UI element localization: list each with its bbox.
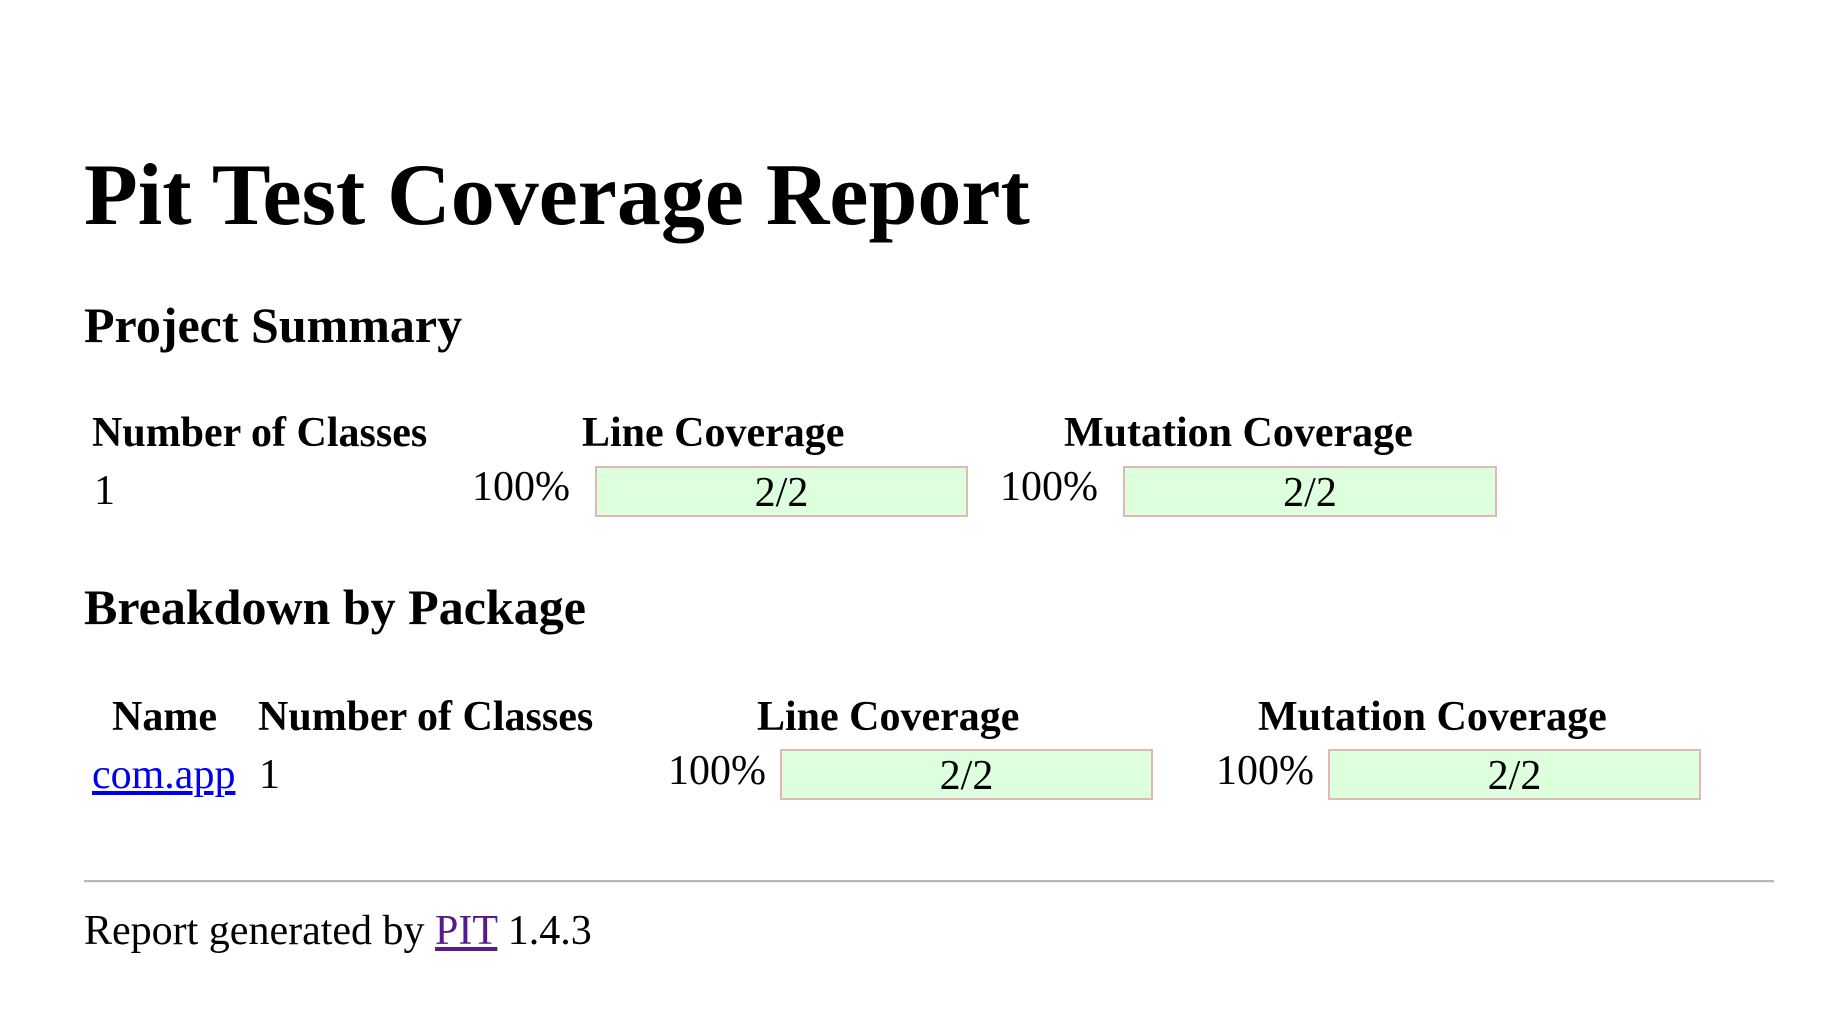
summary-line-coverage-fill [597, 468, 966, 515]
summary-header-classes: Number of Classes [92, 410, 428, 456]
package-mutation-coverage-percent: 100% [1216, 748, 1314, 794]
package-mutation-coverage-fill [1330, 751, 1699, 798]
summary-mutation-coverage-fill [1125, 468, 1495, 515]
summary-header-mutation-coverage: Mutation Coverage [1064, 410, 1413, 456]
breakdown-header-mutation-coverage: Mutation Coverage [1258, 694, 1607, 740]
footer-divider [84, 880, 1774, 883]
footer-version: 1.4.3 [507, 908, 592, 954]
summary-line-coverage-percent: 100% [472, 464, 570, 510]
package-line-coverage-ratio: 2/2 [939, 753, 994, 799]
pit-link[interactable]: PIT [435, 908, 498, 954]
package-link-com-app[interactable]: com.app [92, 752, 236, 798]
package-number-of-classes: 1 [259, 752, 280, 798]
summary-mutation-coverage-bar: 2/2 [1123, 466, 1497, 517]
breakdown-header-name: Name [112, 694, 217, 740]
footer-prefix: Report generated by [84, 908, 425, 954]
summary-mutation-coverage-percent: 100% [1000, 464, 1098, 510]
summary-header-line-coverage: Line Coverage [582, 410, 845, 456]
summary-line-coverage-ratio: 2/2 [754, 470, 809, 516]
summary-line-coverage-bar: 2/2 [595, 466, 968, 517]
project-summary-heading: Project Summary [84, 297, 463, 353]
package-mutation-coverage-bar: 2/2 [1328, 749, 1701, 800]
package-line-coverage-bar: 2/2 [780, 749, 1153, 800]
package-line-coverage-fill [782, 751, 1151, 798]
breakdown-header-classes: Number of Classes [258, 694, 594, 740]
breakdown-heading: Breakdown by Package [84, 579, 586, 635]
summary-mutation-coverage-ratio: 2/2 [1283, 470, 1337, 516]
footer: Report generated by PIT 1.4.3 [84, 906, 592, 956]
breakdown-header-line-coverage: Line Coverage [757, 694, 1020, 740]
package-mutation-coverage-ratio: 2/2 [1487, 753, 1542, 799]
summary-number-of-classes: 1 [94, 468, 115, 514]
page-title: Pit Test Coverage Report [84, 147, 1030, 244]
package-line-coverage-percent: 100% [668, 748, 766, 794]
